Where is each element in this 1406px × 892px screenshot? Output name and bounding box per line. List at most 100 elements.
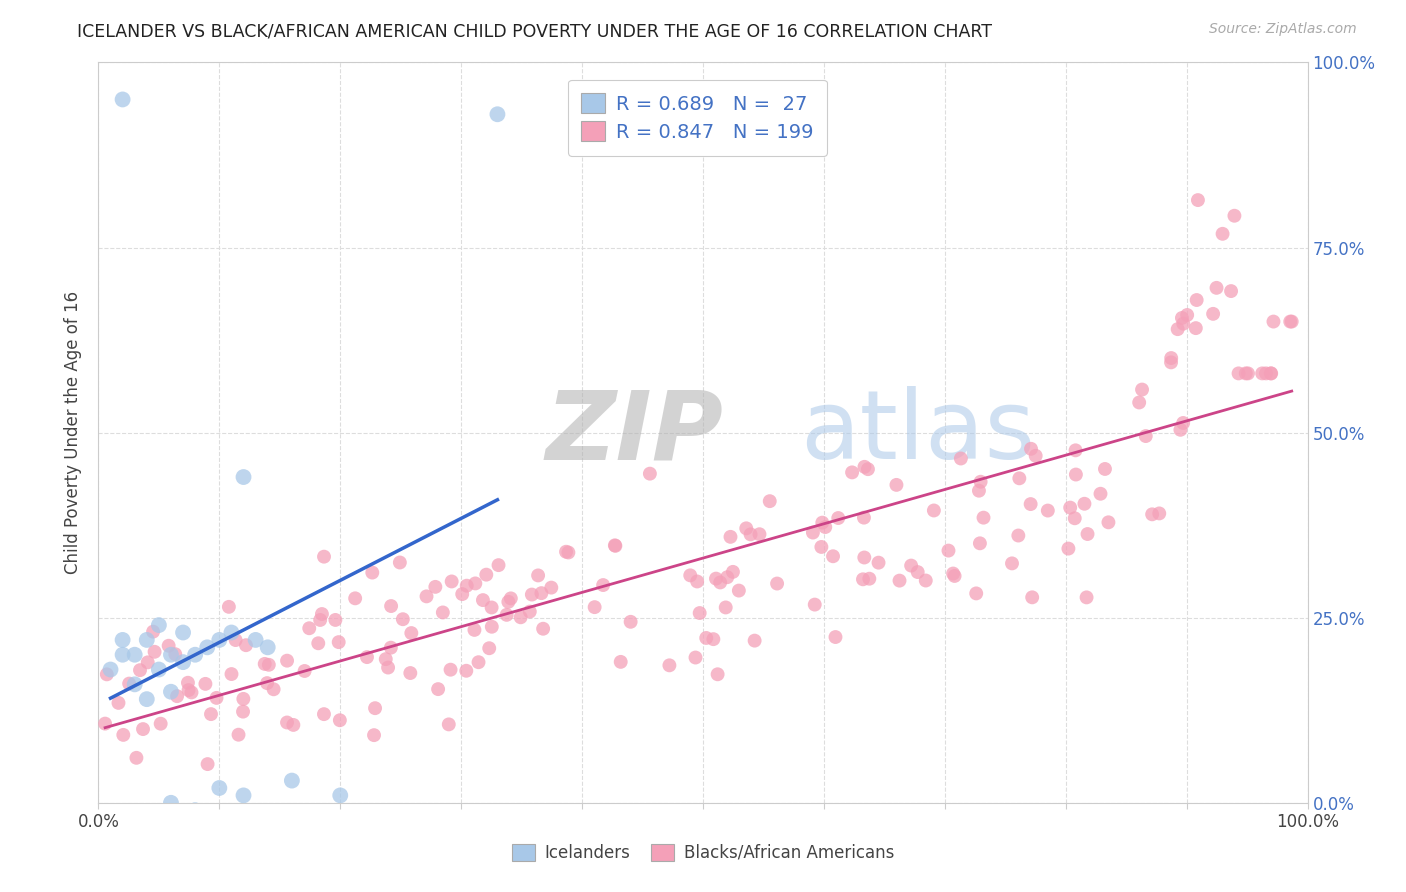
Point	[111, 632, 134, 647]
Point	[969, 536, 991, 550]
Point	[811, 516, 834, 530]
Point	[1001, 557, 1024, 571]
Point	[685, 650, 707, 665]
Point	[495, 607, 517, 622]
Point	[758, 494, 780, 508]
Point	[1135, 429, 1157, 443]
Point	[1036, 503, 1059, 517]
Point	[1128, 395, 1150, 409]
Point	[716, 570, 738, 584]
Text: atlas: atlas	[800, 386, 1035, 479]
Point	[392, 612, 415, 626]
Point	[172, 625, 194, 640]
Point	[942, 566, 965, 581]
Point	[689, 606, 711, 620]
Point	[1187, 193, 1209, 207]
Point	[165, 647, 187, 661]
Point	[256, 676, 278, 690]
Point	[814, 520, 837, 534]
Point	[679, 568, 702, 582]
Point	[803, 598, 825, 612]
Point	[439, 663, 461, 677]
Point	[328, 635, 350, 649]
Point	[344, 591, 367, 606]
Point	[704, 572, 727, 586]
Point	[374, 652, 396, 666]
Point	[620, 615, 643, 629]
Point	[509, 610, 531, 624]
Text: ZIP: ZIP	[546, 386, 724, 479]
Point	[298, 621, 321, 635]
Point	[1149, 507, 1171, 521]
Point	[425, 580, 447, 594]
Point	[294, 664, 316, 678]
Point	[1263, 314, 1285, 328]
Point	[135, 632, 157, 647]
Point	[107, 696, 129, 710]
Point	[605, 539, 627, 553]
Point	[1254, 367, 1277, 381]
Point	[1064, 467, 1087, 482]
Point	[1237, 367, 1260, 381]
Point	[256, 640, 278, 655]
Point	[1090, 487, 1112, 501]
Point	[129, 663, 152, 677]
Point	[200, 707, 222, 722]
Text: ICELANDER VS BLACK/AFRICAN AMERICAN CHILD POVERTY UNDER THE AGE OF 16 CORRELATIO: ICELANDER VS BLACK/AFRICAN AMERICAN CHIL…	[77, 22, 993, 40]
Point	[856, 462, 879, 476]
Point	[1171, 310, 1194, 325]
Point	[177, 675, 200, 690]
Point	[118, 676, 141, 690]
Point	[720, 530, 742, 544]
Point	[1234, 367, 1257, 381]
Point	[471, 593, 494, 607]
Point	[257, 657, 280, 672]
Point	[283, 718, 305, 732]
Point	[868, 556, 890, 570]
Point	[709, 575, 731, 590]
Point	[609, 655, 631, 669]
Point	[1076, 591, 1098, 605]
Point	[432, 606, 454, 620]
Point	[111, 92, 134, 106]
Point	[1205, 281, 1227, 295]
Point	[194, 677, 217, 691]
Point	[205, 690, 228, 705]
Point	[228, 728, 250, 742]
Point	[276, 654, 298, 668]
Point	[172, 655, 194, 669]
Point	[311, 607, 333, 621]
Point	[177, 683, 200, 698]
Text: Source: ZipAtlas.com: Source: ZipAtlas.com	[1209, 22, 1357, 37]
Point	[1025, 449, 1047, 463]
Point	[478, 641, 501, 656]
Point	[1059, 500, 1081, 515]
Point	[1019, 497, 1042, 511]
Point	[853, 550, 876, 565]
Point	[583, 600, 606, 615]
Point	[160, 648, 183, 662]
Point	[1260, 367, 1282, 381]
Point	[142, 624, 165, 639]
Point	[702, 632, 724, 647]
Point	[821, 549, 844, 564]
Point	[695, 631, 717, 645]
Point	[363, 728, 385, 742]
Point	[721, 565, 744, 579]
Point	[160, 685, 183, 699]
Point	[132, 722, 155, 736]
Point	[148, 663, 170, 677]
Point	[810, 540, 832, 554]
Point	[638, 467, 661, 481]
Point	[907, 565, 929, 579]
Point	[208, 780, 231, 795]
Point	[143, 645, 166, 659]
Point	[112, 728, 135, 742]
Point	[801, 525, 824, 540]
Legend: Icelanders, Blacks/African Americans: Icelanders, Blacks/African Americans	[505, 837, 901, 869]
Point	[399, 666, 422, 681]
Point	[329, 713, 352, 727]
Point	[889, 574, 911, 588]
Point	[744, 633, 766, 648]
Point	[94, 716, 117, 731]
